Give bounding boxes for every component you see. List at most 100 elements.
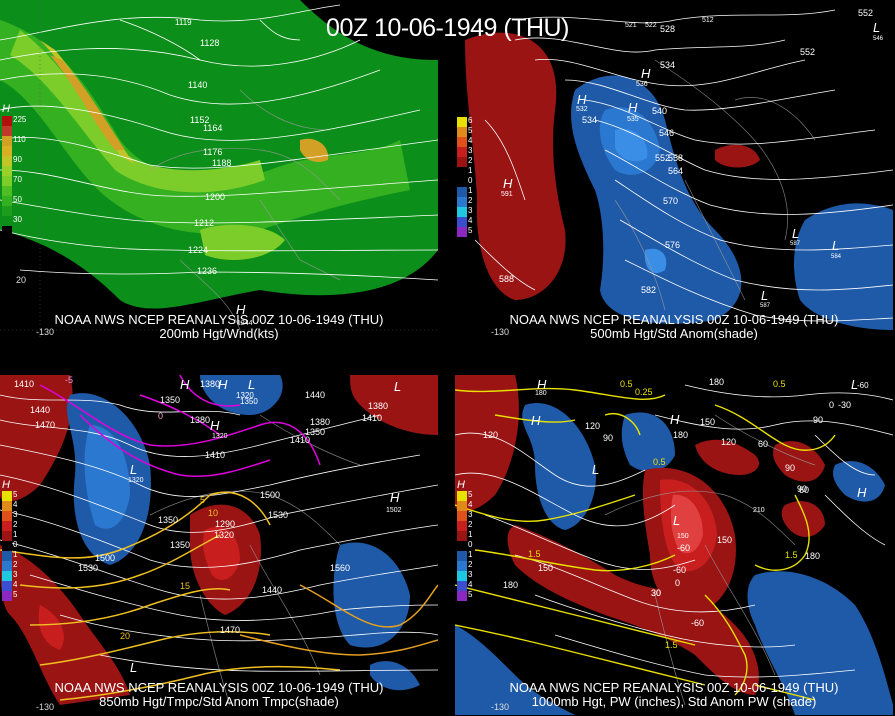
lon-label: -130 — [36, 702, 55, 712]
legend-title: H — [457, 479, 465, 491]
legend-swatch: 3 — [457, 206, 472, 217]
contour-label: 576 — [665, 240, 681, 250]
lon-label: -130 — [491, 327, 510, 337]
legend-swatch: 4 — [457, 216, 472, 227]
legend-title: H — [2, 479, 10, 491]
contour-label: -30 — [838, 400, 852, 410]
high-center: H — [537, 377, 547, 392]
contour-label: 1164 — [203, 123, 223, 133]
legend-swatch: 5 — [457, 590, 472, 601]
contour-label: 1140 — [188, 80, 208, 90]
contour-label: 60 — [799, 485, 810, 495]
contour-label: 1350 — [305, 427, 326, 437]
contour-label: 60 — [758, 439, 769, 449]
legend-title: H — [2, 103, 10, 115]
legend-swatch — [2, 166, 12, 176]
contour-label: 1176 — [203, 147, 223, 157]
legend-swatch: 6 — [457, 116, 472, 127]
contour-label: 552 — [655, 153, 671, 163]
contour-label: 30 — [651, 588, 662, 598]
contour-label: 1320 — [212, 433, 228, 440]
contour-label: 90 — [785, 463, 796, 473]
contour-label: 1470 — [220, 625, 241, 635]
legend-swatch: 4 — [457, 500, 472, 511]
contour-label: 535 — [627, 116, 639, 123]
contour-label: -60 — [857, 381, 869, 390]
low-center: L — [792, 226, 800, 241]
contour-label: 1320 — [214, 530, 235, 540]
panel-1000mb-height-pw-anomaly: H 180 0.5 0.25 180 0.5 L -60 120 H 90 12… — [455, 375, 893, 715]
low-center: L — [873, 20, 881, 35]
contour-label: 1410 — [362, 413, 383, 423]
contour-label: -60 — [677, 543, 691, 553]
legend-swatch: 2 — [2, 560, 17, 571]
contour-label: -60 — [691, 618, 705, 628]
legend-swatch: 2 — [457, 560, 472, 571]
legend-swatch: 4 — [2, 580, 17, 591]
contour-label: 150 — [538, 563, 554, 573]
contour-label: 1440 — [30, 405, 51, 415]
legend-swatch: 0 — [457, 176, 472, 187]
legend-swatch: 3 — [457, 570, 472, 581]
contour-label: 591 — [501, 191, 513, 198]
contour-label: 1530 — [78, 563, 99, 573]
legend-swatch: 3 — [457, 510, 472, 521]
legend-swatch: 5 — [457, 126, 472, 137]
contour-label: 120 — [585, 421, 601, 431]
high-center: H — [628, 100, 638, 115]
contour-label: 588 — [499, 274, 515, 284]
contour-label: 1470 — [35, 420, 56, 430]
contour-label: 1500 — [260, 490, 281, 500]
pw-label: 1.5 — [665, 640, 678, 650]
caption-field: 500mb Hgt/Std Anom(shade) — [590, 326, 758, 341]
high-center: H — [857, 485, 867, 500]
contour-label: 150 — [677, 533, 689, 540]
contour-label: 1188 — [212, 158, 232, 168]
contour-label: 587 — [760, 303, 771, 309]
panel-caption: NOAA NWS NCEP REANALYSIS 00Z 10-06-1949 … — [455, 681, 893, 709]
page-title: 00Z 10-06-1949 (THU) — [326, 14, 569, 42]
contour-label: 210 — [753, 507, 765, 514]
contour-label: 120 — [483, 430, 499, 440]
legend-swatch: 1 — [457, 186, 472, 197]
panel-caption: NOAA NWS NCEP REANALYSIS 00Z 10-06-1949 … — [455, 313, 893, 341]
legend-swatch: 110 — [2, 135, 26, 146]
contour-label: 90 — [813, 415, 824, 425]
contour-label: 180 — [503, 580, 519, 590]
legend-swatch: 1 — [2, 550, 17, 561]
legend-swatch: 3 — [457, 146, 472, 157]
legend-swatch: 3 — [2, 510, 17, 521]
high-center: H — [670, 412, 680, 427]
low-center: L — [592, 462, 600, 477]
contour-label: 546 — [873, 36, 884, 42]
contour-label: 1410 — [290, 435, 311, 445]
high-center: H — [503, 176, 513, 191]
pw-label: 0.25 — [635, 387, 653, 397]
contour-label: 534 — [582, 115, 598, 125]
low-center: L — [394, 379, 402, 394]
legend-swatch: 4 — [457, 580, 472, 591]
legend-swatch — [2, 146, 12, 156]
caption-field: 850mb Hgt/Tmpc/Std Anom Tmpc(shade) — [99, 694, 339, 709]
contour-label: 90 — [603, 433, 614, 443]
contour-label: 587 — [790, 241, 801, 247]
temp-label: 20 — [120, 631, 131, 641]
temp-label: 5 — [200, 495, 206, 505]
wind-legend: H 225 110 90 70 50 30 — [2, 103, 26, 236]
legend-swatch: 3 — [2, 570, 17, 581]
temp-anomaly-legend: H 5 4 3 2 1 0 1 2 3 4 5 — [2, 479, 17, 601]
contour-label: 534 — [660, 60, 676, 70]
anomaly-legend: 6 5 4 3 2 1 0 1 2 3 4 5 — [457, 116, 472, 237]
contour-label: 1500 — [95, 553, 116, 563]
legend-swatch: 0 — [457, 540, 472, 551]
lon-label: -130 — [491, 702, 510, 712]
contour-label: 512 — [702, 17, 714, 24]
legend-swatch: 0 — [2, 540, 17, 551]
contour-label: 0 — [829, 400, 835, 410]
contour-label: 1380 — [368, 401, 389, 411]
legend-swatch: 225 — [2, 115, 26, 126]
pw-label: 1.5 — [528, 549, 541, 559]
lat-label: 20 — [16, 275, 27, 285]
panel-caption: NOAA NWS NCEP REANALYSIS 00Z 10-06-1949 … — [0, 313, 438, 341]
contour-label: 1380 — [200, 379, 221, 389]
